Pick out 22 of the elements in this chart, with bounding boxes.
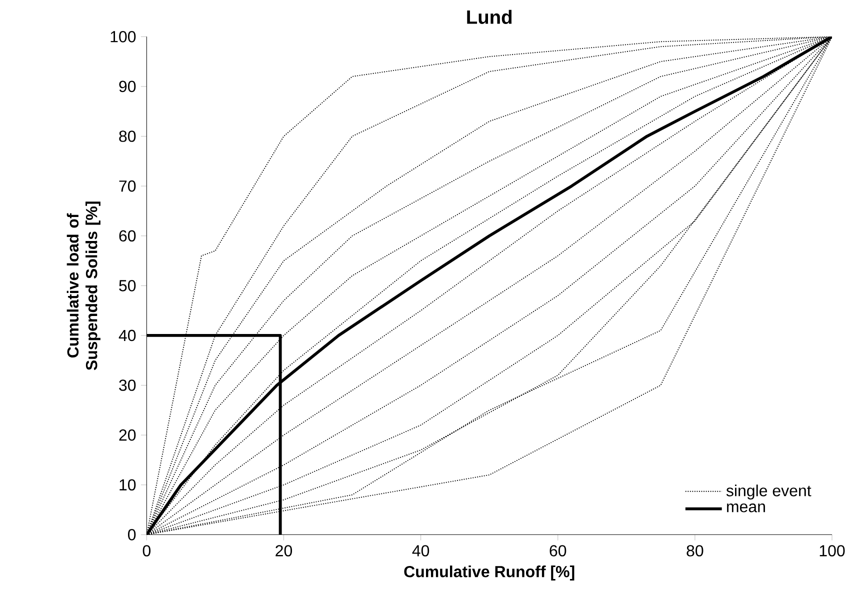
legend-label: single event <box>726 484 812 500</box>
legend-label: mean <box>727 504 765 512</box>
x-tick-label: 100 <box>820 545 845 556</box>
x-tick-label: 80 <box>686 545 704 556</box>
y-tick-label: 0 <box>128 529 136 540</box>
x-tick-label: 40 <box>412 545 430 556</box>
y-tick-label: 30 <box>119 380 136 391</box>
y-tick-label: 90 <box>119 80 136 92</box>
y-tick-label: 20 <box>119 429 136 441</box>
y-axis-title: Cumulative load of Suspended Solids [%] <box>66 202 100 370</box>
y-tick-label: 50 <box>119 280 136 292</box>
x-tick-label: 0 <box>142 545 150 556</box>
x-tick-label: 20 <box>276 545 292 556</box>
x-axis-title: Cumulative Runoff [%] <box>404 566 574 580</box>
y-tick-label: 80 <box>119 130 136 142</box>
x-tick-label: 60 <box>550 545 566 556</box>
y-tick-label: 40 <box>118 330 136 342</box>
y-tick-label: 10 <box>120 479 136 491</box>
chart-title: Lund <box>467 10 512 24</box>
y-tick-label: 100 <box>110 31 136 42</box>
y-tick-label: 70 <box>119 180 136 192</box>
y-tick-label: 60 <box>119 230 136 242</box>
